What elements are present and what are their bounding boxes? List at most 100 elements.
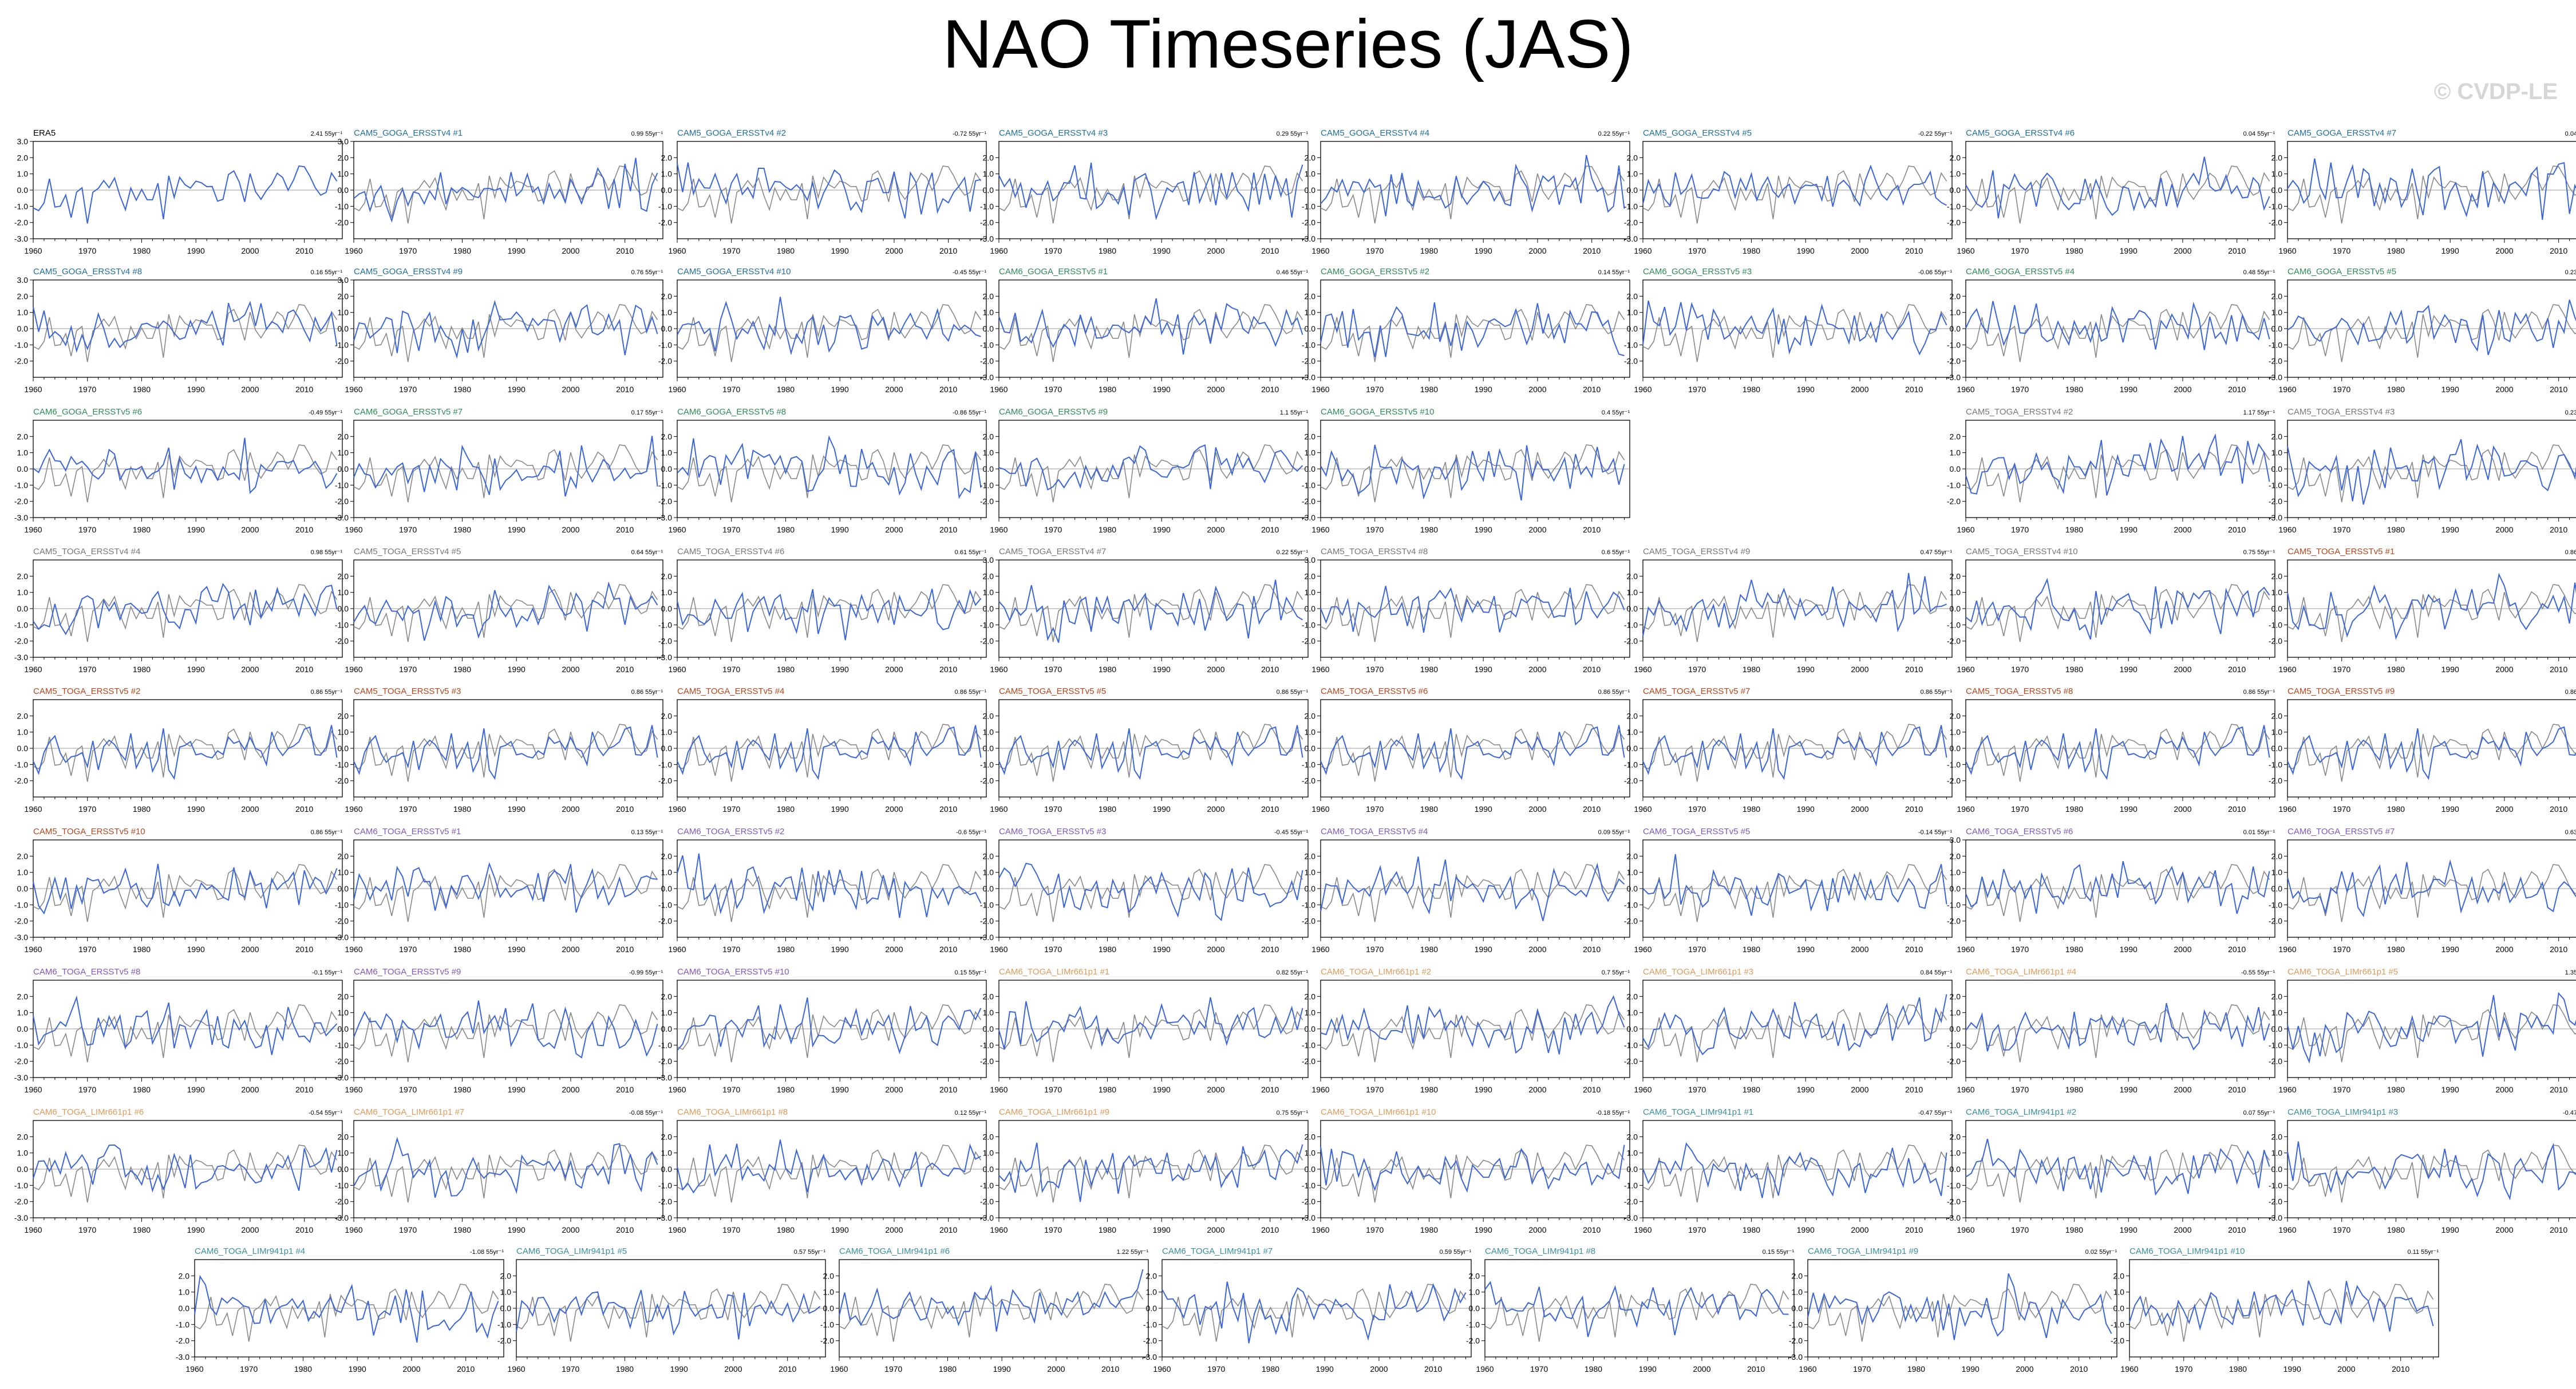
y-tick-label: -2.0 <box>2269 917 2282 926</box>
x-tick-label: 1990 <box>187 246 205 255</box>
x-tick-label: 1980 <box>777 804 795 814</box>
x-tick-label: 1990 <box>831 1225 849 1234</box>
x-tick-label: 2010 <box>2550 665 2567 674</box>
x-tick-label: 1980 <box>133 665 151 674</box>
y-tick-label: -2.0 <box>2269 1197 2282 1206</box>
panel-trend: -0.22 55yr⁻¹ <box>1918 131 1952 137</box>
y-tick-label: -2.0 <box>2269 497 2282 506</box>
y-tick-label: -2.0 <box>14 917 28 926</box>
model-series-line <box>1965 861 2270 914</box>
y-tick-label: 1.0 <box>500 1288 512 1297</box>
panel-trend: 0.01 55yr⁻¹ <box>2243 829 2275 836</box>
x-tick-label: 1960 <box>1476 1364 1494 1374</box>
x-tick-label: 1970 <box>2011 945 2029 954</box>
x-tick-label: 1990 <box>2441 665 2459 674</box>
x-tick-label: 2000 <box>241 665 259 674</box>
x-tick-label: 2010 <box>2392 1364 2409 1374</box>
y-tick-label: 2.0 <box>1627 153 1638 162</box>
y-tick-label: 1.0 <box>2271 868 2283 877</box>
x-tick-label: 2010 <box>2228 1225 2246 1234</box>
y-tick-label: 3.0 <box>17 137 29 146</box>
x-tick-label: 1990 <box>831 804 849 814</box>
x-tick-label: 1970 <box>722 525 740 534</box>
y-tick-label: -2.0 <box>1947 917 1961 926</box>
y-tick-label: 0.0 <box>2271 884 2283 893</box>
x-tick-label: 2010 <box>457 1364 475 1374</box>
x-tick-label: 1980 <box>1743 1225 1760 1234</box>
x-tick-label: 2000 <box>1370 1364 1388 1374</box>
panel-title: CAM5_TOGA_ERSSTv5 #7 <box>1643 686 1750 696</box>
panel-trend: 0.16 55yr⁻¹ <box>311 269 343 276</box>
panel-trend: 0.15 55yr⁻¹ <box>1763 1249 1795 1256</box>
model-series-line <box>998 163 1303 220</box>
x-tick-label: 1960 <box>1311 525 1329 534</box>
model-series-line <box>1807 1273 2112 1340</box>
model-series-line <box>677 589 982 641</box>
panel-trend: 0.23 55yr⁻¹ <box>2565 269 2576 276</box>
x-tick-label: 2000 <box>241 804 259 814</box>
panel-trend: 0.23 55yr⁻¹ <box>2565 409 2576 416</box>
x-tick-label: 1960 <box>1634 804 1652 814</box>
y-tick-label: -1.0 <box>1947 760 1961 769</box>
y-tick-label: -2.0 <box>2269 776 2282 786</box>
y-tick-label: -1.0 <box>1624 1181 1638 1190</box>
x-tick-label: 2010 <box>1261 385 1279 394</box>
x-tick-label: 1990 <box>187 665 205 674</box>
y-tick-label: -2.0 <box>980 357 994 366</box>
y-tick-label: 1.0 <box>17 728 29 737</box>
model-series-line <box>33 437 338 494</box>
y-tick-label: 1.0 <box>1627 868 1638 877</box>
y-tick-label: 1.0 <box>2271 1149 2283 1158</box>
x-tick-label: 1980 <box>2387 665 2405 674</box>
panel-trend: 0.09 55yr⁻¹ <box>1598 829 1630 836</box>
y-tick-label: -1.0 <box>1624 202 1638 211</box>
y-tick-label: 0.0 <box>661 884 673 893</box>
x-tick-label: 1980 <box>1099 385 1116 394</box>
y-tick-label: 0.0 <box>1627 186 1638 195</box>
panel-title: CAM6_TOGA_ERSSTv5 #1 <box>354 827 461 836</box>
x-tick-label: 1960 <box>345 665 362 674</box>
y-tick-label: -1.0 <box>1302 1040 1315 1049</box>
x-tick-label: 1960 <box>2278 1225 2296 1234</box>
x-tick-label: 1980 <box>1420 1225 1438 1234</box>
y-tick-label: -2.0 <box>14 637 28 646</box>
model-series-line <box>998 997 1303 1049</box>
y-tick-label: -2.0 <box>2269 357 2282 366</box>
model-series-line <box>2287 859 2576 918</box>
x-tick-label: 1960 <box>990 804 1008 814</box>
panel-title: CAM6_TOGA_ERSSTv5 #4 <box>1321 827 1428 836</box>
y-tick-label: 1.0 <box>1627 169 1638 179</box>
x-tick-label: 1990 <box>831 525 849 534</box>
x-tick-label: 1990 <box>1797 945 1815 954</box>
y-tick-label: -2.0 <box>14 357 28 366</box>
model-series-line <box>998 579 1303 643</box>
y-tick-label: 0.0 <box>983 744 994 753</box>
model-series-line <box>1161 1281 1467 1344</box>
panel-trend: 0.86 55yr⁻¹ <box>2565 549 2576 556</box>
y-tick-label: 2.0 <box>2271 153 2283 162</box>
y-tick-label: -3.0 <box>335 1213 349 1222</box>
panel-trend: -0.47 55yr⁻¹ <box>2563 1110 2576 1116</box>
x-tick-label: 2000 <box>885 385 903 394</box>
x-tick-label: 1960 <box>1957 945 1974 954</box>
x-tick-label: 1980 <box>2229 1364 2247 1374</box>
x-tick-label: 1980 <box>453 804 471 814</box>
model-series-line <box>2287 992 2576 1064</box>
model-series-line <box>2287 299 2576 356</box>
model-series-line <box>33 301 338 353</box>
y-tick-label: -2.0 <box>1624 357 1638 366</box>
y-tick-label: 2.0 <box>1627 291 1638 301</box>
x-tick-label: 1970 <box>2333 1085 2350 1094</box>
x-tick-label: 1970 <box>399 525 417 534</box>
obs-series-line <box>2129 1284 2434 1342</box>
y-tick-label: 2.0 <box>1950 711 1961 720</box>
y-tick-label: 0.0 <box>2271 744 2283 753</box>
x-tick-label: 2010 <box>1261 525 1279 534</box>
panel-trend: -0.86 55yr⁻¹ <box>953 409 986 416</box>
x-tick-label: 1960 <box>830 1364 848 1374</box>
panel: CAM5_GOGA_ERSSTv4 #5 -0.22 55yr⁻¹ 2.0 1.0 0.… <box>1624 128 1953 255</box>
y-tick-label: -1.0 <box>1302 900 1315 909</box>
x-tick-label: 1990 <box>1153 1225 1171 1234</box>
x-tick-label: 2000 <box>2174 525 2191 534</box>
y-tick-label: 2.0 <box>1627 1132 1638 1141</box>
